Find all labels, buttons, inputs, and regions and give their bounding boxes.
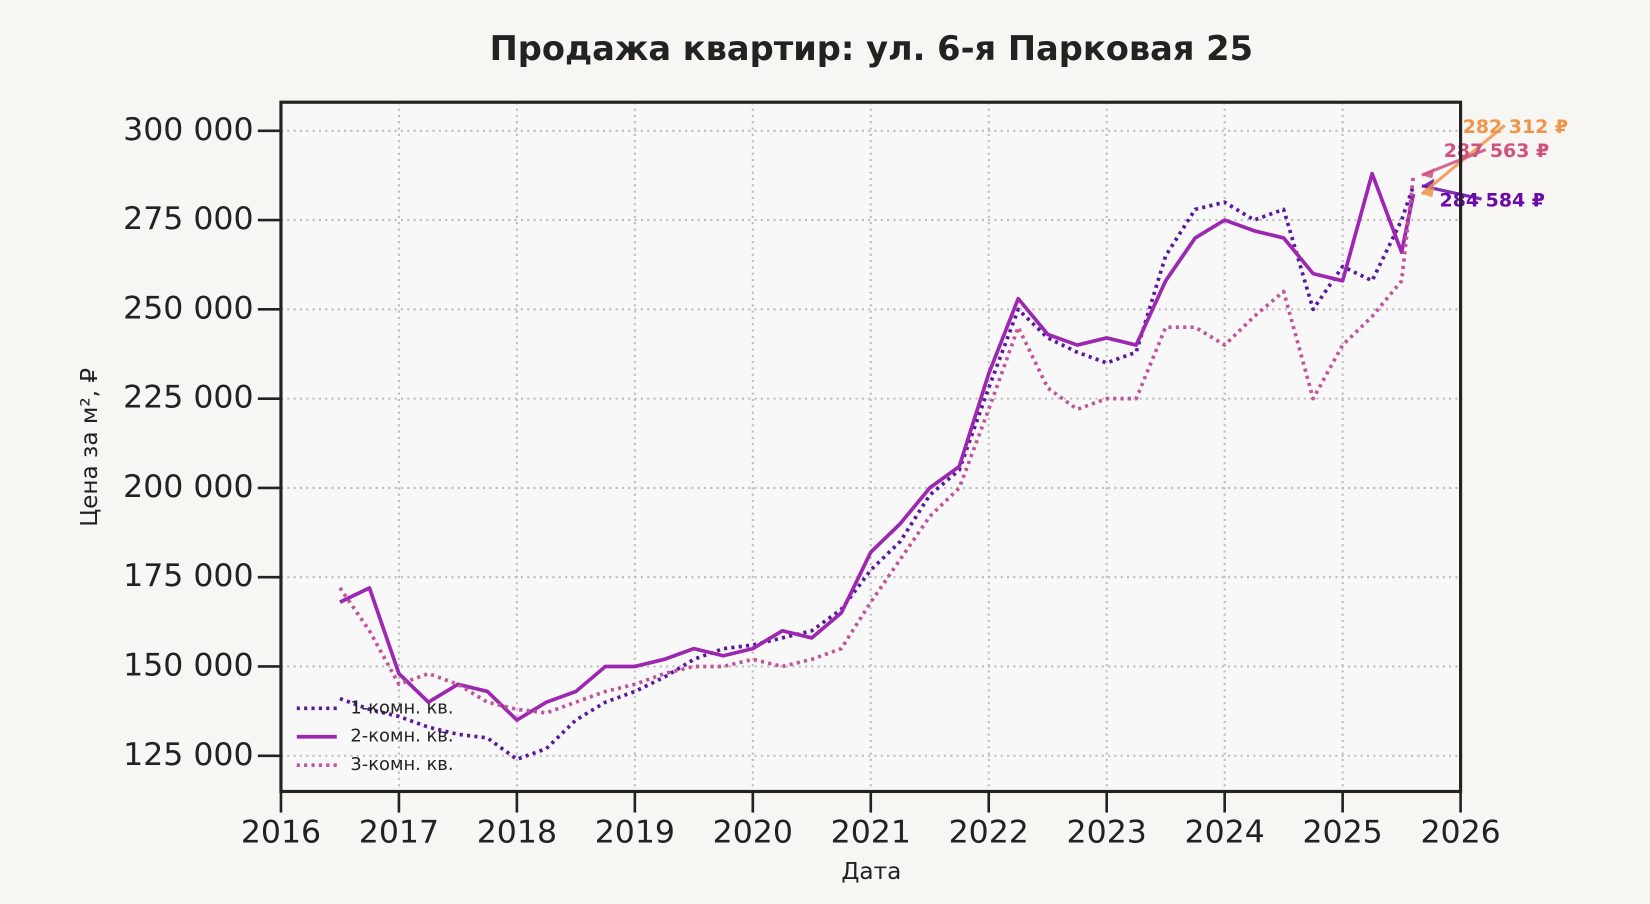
- y-tick-label: 200 000: [123, 469, 253, 505]
- plot-area: [280, 102, 1461, 792]
- legend-label: 2-комн. кв.: [350, 726, 453, 747]
- annotation-arrowhead: [1421, 186, 1435, 198]
- chart-title: Продажа квартир: ул. 6-я Парковая 25: [490, 29, 1253, 68]
- legend-label: 1-комн. кв.: [350, 697, 453, 718]
- y-tick-label: 225 000: [123, 380, 253, 416]
- x-tick-label: 2022: [949, 815, 1029, 851]
- plot-frame: [279, 100, 1463, 794]
- series-line: [338, 174, 1416, 715]
- legend-label: 3-комн. кв.: [350, 754, 453, 775]
- series-line: [339, 171, 1416, 722]
- x-tick-label: 2021: [831, 815, 911, 851]
- annotation-label: 287 563 ₽: [1444, 140, 1549, 162]
- y-tick-label: 250 000: [123, 290, 253, 326]
- annotation-label: 282 312 ₽: [1463, 116, 1568, 138]
- x-tick-label: 2020: [713, 815, 793, 851]
- x-tick-label: 2018: [477, 815, 557, 851]
- series-line: [339, 185, 1416, 762]
- x-tick-label: 2024: [1185, 815, 1265, 851]
- y-tick-label: 175 000: [123, 558, 253, 594]
- x-axis-label: Дата: [841, 859, 901, 885]
- x-tick-label: 2026: [1420, 815, 1500, 851]
- y-tick-label: 150 000: [123, 647, 253, 683]
- x-tick-label: 2019: [595, 815, 675, 851]
- x-tick-label: 2017: [359, 815, 439, 851]
- annotation-arrowhead: [1421, 167, 1435, 179]
- x-tick-label: 2025: [1302, 815, 1382, 851]
- y-tick-label: 275 000: [123, 201, 253, 237]
- y-tick-label: 125 000: [123, 737, 253, 773]
- y-tick-label: 300 000: [123, 112, 253, 148]
- x-tick-label: 2016: [241, 815, 321, 851]
- y-axis-label: Цена за м², ₽: [77, 368, 103, 527]
- x-tick-label: 2023: [1067, 815, 1147, 851]
- annotation-label: 284 584 ₽: [1440, 190, 1545, 212]
